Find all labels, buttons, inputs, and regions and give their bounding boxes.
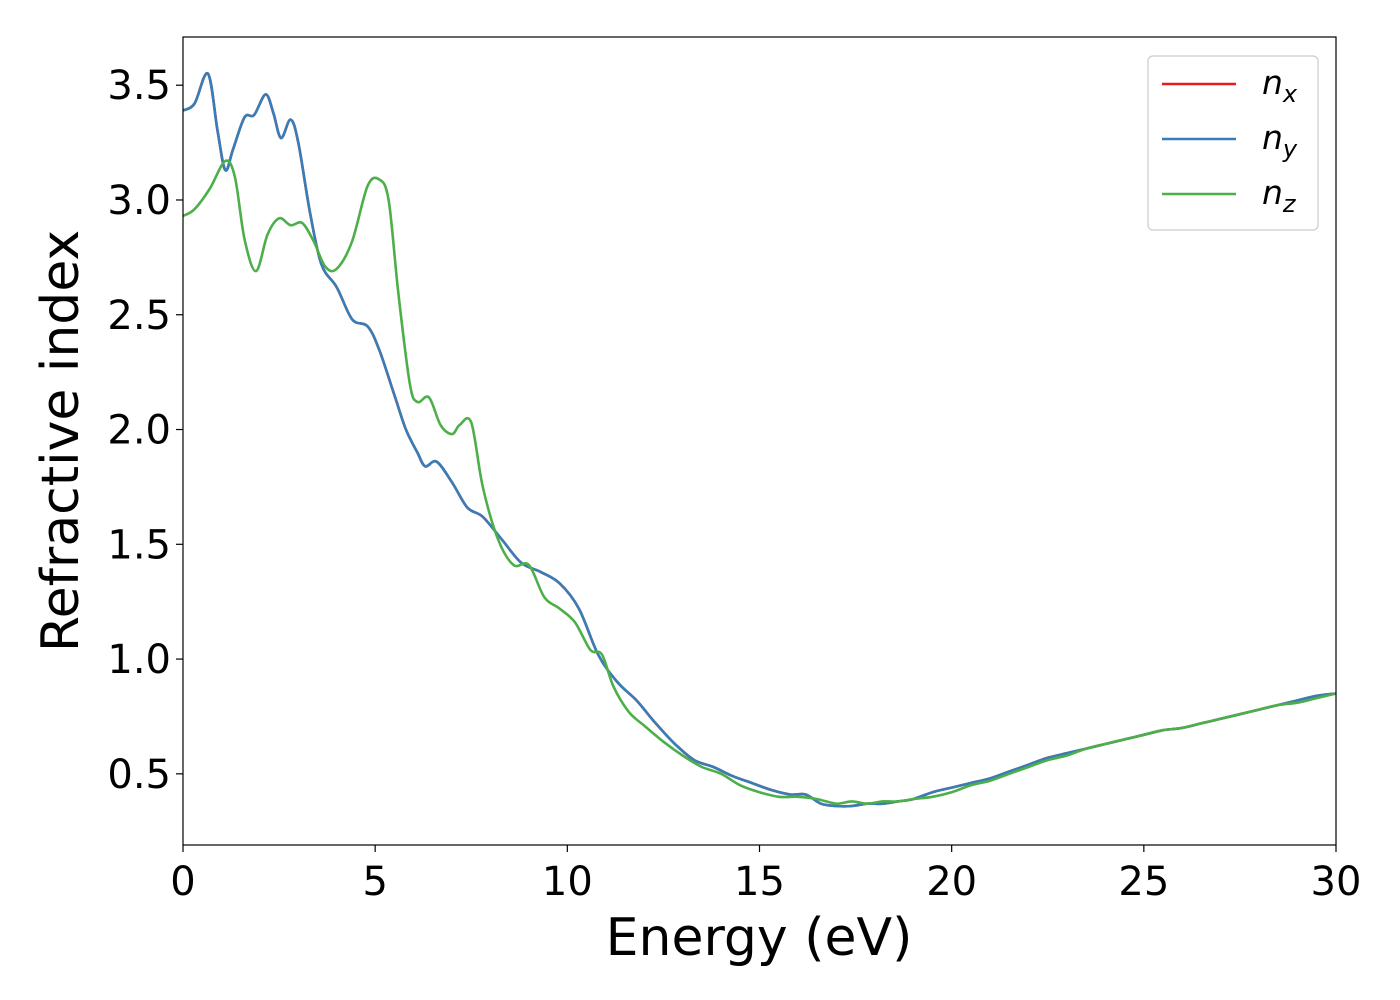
legend-label-subscript: y [1282, 135, 1298, 163]
x-tick-label: 5 [362, 859, 387, 905]
y-tick-label: 1.0 [107, 637, 171, 683]
x-tick-label: 0 [170, 859, 195, 905]
x-tick-label: 10 [542, 859, 593, 905]
legend-label-symbol: n [1262, 173, 1283, 212]
series-layer [183, 72, 1336, 808]
y-tick-label: 2.5 [107, 293, 171, 339]
x-tick-label: 30 [1311, 859, 1362, 905]
y-axis-ticks: 0.5 1.0 1.5 2.0 2.5 3.0 3.5 [107, 63, 183, 798]
x-axis-ticks: 0 5 10 15 20 25 30 [170, 845, 1361, 905]
legend-label-subscript: x [1282, 80, 1298, 108]
y-axis-label: Refractive index [31, 230, 91, 652]
legend-label-symbol: n [1262, 118, 1283, 157]
x-axis-label: Energy (eV) [606, 908, 913, 968]
y-tick-label: 1.5 [107, 522, 171, 568]
x-tick-label: 20 [926, 859, 977, 905]
x-tick-label: 25 [1118, 859, 1169, 905]
x-tick-label: 15 [734, 859, 785, 905]
legend-label-ny: ny [1262, 118, 1298, 163]
y-tick-label: 2.0 [107, 408, 171, 454]
y-tick-label: 0.5 [107, 752, 171, 798]
legend-label-symbol: n [1262, 63, 1283, 102]
legend-label-subscript: z [1282, 190, 1297, 218]
legend-label-nz: nz [1262, 173, 1297, 218]
legend-label-nx: nx [1262, 63, 1298, 108]
legend-box [1147, 55, 1319, 231]
series-line-nz [183, 159, 1336, 806]
y-tick-label: 3.0 [107, 178, 171, 224]
y-tick-label: 3.5 [107, 63, 171, 109]
